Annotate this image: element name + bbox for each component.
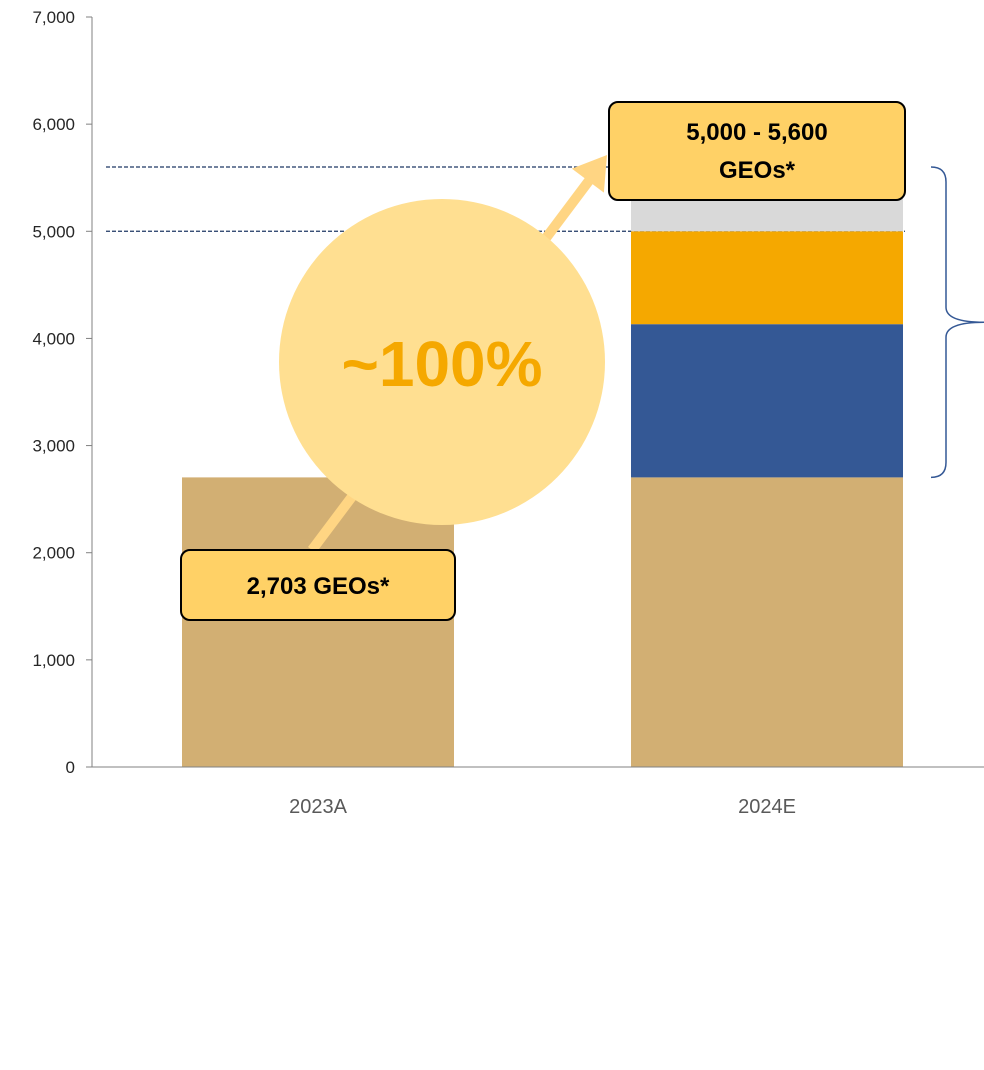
bar-2023A-segment-0	[182, 477, 454, 767]
y-tick-labels-group: 0 1,000 2,000 3,000 4,000 5,000 6,000 7,000	[32, 8, 92, 777]
y-tick-label-2: 2,000	[32, 544, 75, 563]
growth-text: ~100%	[341, 328, 542, 400]
x-category-labels-group: 2023A 2024E	[289, 796, 796, 818]
growth-circle	[279, 199, 605, 525]
bar-2024E-segment-2	[631, 231, 903, 325]
callout-2024-text-line2: GEOs*	[719, 157, 796, 184]
y-tick-label-6: 6,000	[32, 115, 75, 134]
y-tick-label-7: 7,000	[32, 8, 75, 27]
callout-2024-text-line1: 5,000 - 5,600	[686, 119, 827, 146]
callout-2024-box	[608, 101, 906, 201]
y-tick-label-1: 1,000	[32, 651, 75, 670]
callouts-group: 2,703 GEOs* 5,000 - 5,600 GEOs*	[180, 101, 906, 621]
axis-group	[91, 17, 984, 768]
callout-2023-box	[180, 549, 456, 621]
y-tick-label-0: 0	[66, 758, 75, 777]
y-tick-label-4: 4,000	[32, 329, 75, 348]
bar-2024E-segment-0	[631, 477, 903, 767]
x-category-label-1: 2024E	[738, 796, 796, 818]
brace-group	[930, 166, 984, 479]
callout-2023-text: 2,703 GEOs*	[247, 573, 390, 600]
bar-2024E-segment-1	[631, 324, 903, 478]
brace-path	[930, 166, 984, 479]
y-tick-label-5: 5,000	[32, 222, 75, 241]
growth-arrow-head	[571, 155, 607, 193]
y-tick-label-3: 3,000	[32, 437, 75, 456]
x-category-label-0: 2023A	[289, 796, 347, 818]
growth-group: ~100%	[279, 199, 605, 525]
